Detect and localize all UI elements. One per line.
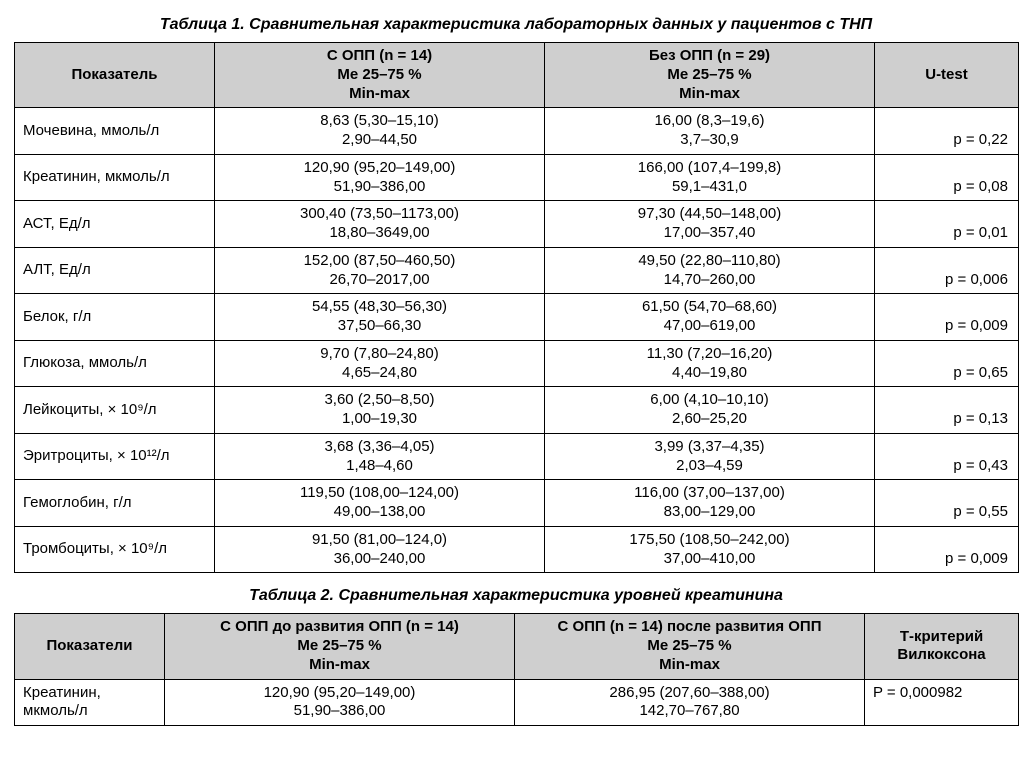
- th2-wilcoxon: Т-критерий Вилкоксона: [865, 614, 1019, 679]
- table1-header-row: Показатель С ОПП (n = 14) Me 25–75 % Min…: [15, 43, 1019, 108]
- cell-utest: p = 0,009: [875, 294, 1019, 341]
- table-row: АСТ, Ед/л300,40 (73,50–1173,00)18,80–364…: [15, 201, 1019, 248]
- cell-before: 120,90 (95,20–149,00)51,90–386,00: [165, 679, 515, 726]
- table-row: Белок, г/л54,55 (48,30–56,30)37,50–66,30…: [15, 294, 1019, 341]
- table-row: АЛТ, Ед/л152,00 (87,50–460,50)26,70–2017…: [15, 247, 1019, 294]
- cell-with-aki: 9,70 (7,80–24,80)4,65–24,80: [215, 340, 545, 387]
- table2-header-row: Показатели С ОПП до развития ОПП (n = 14…: [15, 614, 1019, 679]
- table-row: Гемоглобин, г/л119,50 (108,00–124,00)49,…: [15, 480, 1019, 527]
- table-row: Эритроциты, × 10¹²/л3,68 (3,36–4,05)1,48…: [15, 433, 1019, 480]
- cell-label: Белок, г/л: [15, 294, 215, 341]
- cell-utest: p = 0,43: [875, 433, 1019, 480]
- cell-without-aki: 116,00 (37,00–137,00)83,00–129,00: [545, 480, 875, 527]
- cell-without-aki: 49,50 (22,80–110,80)14,70–260,00: [545, 247, 875, 294]
- cell-utest: p = 0,006: [875, 247, 1019, 294]
- cell-with-aki: 91,50 (81,00–124,0)36,00–240,00: [215, 526, 545, 573]
- cell-label: Тромбоциты, × 10⁹/л: [15, 526, 215, 573]
- cell-label: АСТ, Ед/л: [15, 201, 215, 248]
- table1: Показатель С ОПП (n = 14) Me 25–75 % Min…: [14, 42, 1019, 573]
- cell-label: Глюкоза, ммоль/л: [15, 340, 215, 387]
- table-row: Глюкоза, ммоль/л9,70 (7,80–24,80)4,65–24…: [15, 340, 1019, 387]
- th-indicator: Показатель: [15, 43, 215, 108]
- cell-label: Гемоглобин, г/л: [15, 480, 215, 527]
- table-row: Мочевина, ммоль/л8,63 (5,30–15,10)2,90–4…: [15, 108, 1019, 155]
- cell-utest: p = 0,55: [875, 480, 1019, 527]
- cell-wilcoxon: P = 0,000982: [865, 679, 1019, 726]
- table2-caption: Таблица 2. Сравнительная характеристика …: [14, 587, 1018, 605]
- table-row: Креатинин,мкмоль/л120,90 (95,20–149,00)5…: [15, 679, 1019, 726]
- cell-utest: p = 0,009: [875, 526, 1019, 573]
- cell-label: АЛТ, Ед/л: [15, 247, 215, 294]
- th-without-aki: Без ОПП (n = 29) Me 25–75 % Min-max: [545, 43, 875, 108]
- th2-before: С ОПП до развития ОПП (n = 14) Me 25–75 …: [165, 614, 515, 679]
- cell-with-aki: 152,00 (87,50–460,50)26,70–2017,00: [215, 247, 545, 294]
- cell-without-aki: 16,00 (8,3–19,6)3,7–30,9: [545, 108, 875, 155]
- cell-without-aki: 166,00 (107,4–199,8)59,1–431,0: [545, 154, 875, 201]
- th-utest: U-test: [875, 43, 1019, 108]
- cell-utest: p = 0,65: [875, 340, 1019, 387]
- cell-without-aki: 61,50 (54,70–68,60)47,00–619,00: [545, 294, 875, 341]
- cell-with-aki: 300,40 (73,50–1173,00)18,80–3649,00: [215, 201, 545, 248]
- cell-after: 286,95 (207,60–388,00)142,70–767,80: [515, 679, 865, 726]
- cell-utest: p = 0,08: [875, 154, 1019, 201]
- th-with-aki: С ОПП (n = 14) Me 25–75 % Min-max: [215, 43, 545, 108]
- cell-utest: p = 0,13: [875, 387, 1019, 434]
- cell-without-aki: 11,30 (7,20–16,20)4,40–19,80: [545, 340, 875, 387]
- cell-label: Креатинин,мкмоль/л: [15, 679, 165, 726]
- cell-without-aki: 97,30 (44,50–148,00)17,00–357,40: [545, 201, 875, 248]
- table1-caption: Таблица 1. Сравнительная характеристика …: [14, 16, 1018, 34]
- cell-label: Креатинин, мкмоль/л: [15, 154, 215, 201]
- cell-with-aki: 3,68 (3,36–4,05)1,48–4,60: [215, 433, 545, 480]
- table-row: Лейкоциты, × 10⁹/л3,60 (2,50–8,50)1,00–1…: [15, 387, 1019, 434]
- cell-label: Лейкоциты, × 10⁹/л: [15, 387, 215, 434]
- cell-utest: p = 0,01: [875, 201, 1019, 248]
- cell-label: Мочевина, ммоль/л: [15, 108, 215, 155]
- table2: Показатели С ОПП до развития ОПП (n = 14…: [14, 613, 1019, 726]
- cell-with-aki: 8,63 (5,30–15,10)2,90–44,50: [215, 108, 545, 155]
- table-row: Креатинин, мкмоль/л120,90 (95,20–149,00)…: [15, 154, 1019, 201]
- cell-without-aki: 3,99 (3,37–4,35)2,03–4,59: [545, 433, 875, 480]
- th2-after: С ОПП (n = 14) после развития ОПП Me 25–…: [515, 614, 865, 679]
- cell-utest: p = 0,22: [875, 108, 1019, 155]
- cell-with-aki: 119,50 (108,00–124,00)49,00–138,00: [215, 480, 545, 527]
- cell-without-aki: 6,00 (4,10–10,10)2,60–25,20: [545, 387, 875, 434]
- cell-with-aki: 54,55 (48,30–56,30)37,50–66,30: [215, 294, 545, 341]
- th2-indicator: Показатели: [15, 614, 165, 679]
- table-row: Тромбоциты, × 10⁹/л91,50 (81,00–124,0)36…: [15, 526, 1019, 573]
- cell-label: Эритроциты, × 10¹²/л: [15, 433, 215, 480]
- cell-with-aki: 120,90 (95,20–149,00)51,90–386,00: [215, 154, 545, 201]
- cell-with-aki: 3,60 (2,50–8,50)1,00–19,30: [215, 387, 545, 434]
- cell-without-aki: 175,50 (108,50–242,00)37,00–410,00: [545, 526, 875, 573]
